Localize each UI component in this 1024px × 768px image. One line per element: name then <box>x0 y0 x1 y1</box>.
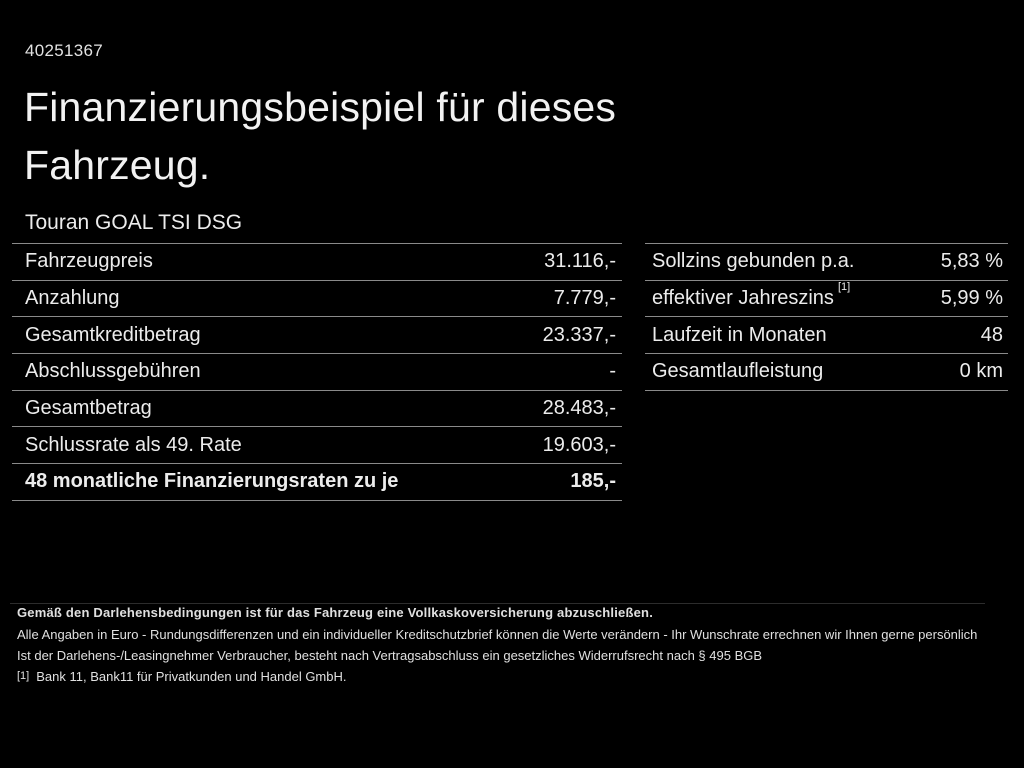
financing-table-left: Fahrzeugpreis 31.116,- Anzahlung 7.779,-… <box>12 243 622 501</box>
row-label: Gesamtkreditbetrag <box>25 323 201 346</box>
footnote-marker: [1] <box>17 670 30 682</box>
footer-disclaimer-euro: Alle Angaben in Euro - Rundungsdifferenz… <box>17 627 978 642</box>
row-value: 7.779,- <box>553 287 616 310</box>
row-label: 48 monatliche Finanzierungsraten zu je <box>25 470 399 493</box>
vehicle-model: Touran GOAL TSI DSG <box>25 211 243 234</box>
footnote-text: Bank 11, Bank11 für Privatkunden und Han… <box>36 669 347 684</box>
table-row-sollzins: Sollzins gebunden p.a. 5,83 % <box>645 243 1008 280</box>
page-title-line2: Fahrzeug. <box>24 142 211 188</box>
table-row-laufzeit: Laufzeit in Monaten 48 <box>645 316 1008 353</box>
row-label: Gesamtbetrag <box>25 397 152 420</box>
row-value: 185,- <box>570 470 616 493</box>
table-row-effektiver-jahreszins: effektiver Jahreszins [1] 5,99 % <box>645 279 1008 317</box>
page-title: Finanzierungsbeispiel für dieses Fahrzeu… <box>24 78 616 194</box>
row-label: Fahrzeugpreis <box>25 250 153 273</box>
footer-divider <box>10 603 985 604</box>
footnote-reference: [1] <box>837 281 851 294</box>
table-row-anzahlung: Anzahlung 7.779,- <box>12 279 622 317</box>
table-row-gesamtbetrag: Gesamtbetrag 28.483,- <box>12 389 622 427</box>
row-label: effektiver Jahreszins [1] <box>652 281 851 310</box>
row-label: Laufzeit in Monaten <box>652 323 827 346</box>
row-value: 0 km <box>959 360 1003 383</box>
financing-table-right: Sollzins gebunden p.a. 5,83 % effektiver… <box>645 243 1008 391</box>
row-value: 28.483,- <box>542 397 616 420</box>
row-value: 19.603,- <box>542 433 616 456</box>
row-label: Sollzins gebunden p.a. <box>652 250 855 273</box>
table-row-gesamtlaufleistung: Gesamtlaufleistung 0 km <box>645 353 1008 390</box>
row-label: Anzahlung <box>25 287 120 310</box>
row-label: Schlussrate als 49. Rate <box>25 433 242 456</box>
vehicle-id: 40251367 <box>25 41 104 60</box>
row-value: 5,99 % <box>940 287 1003 310</box>
row-label: Abschlussgebühren <box>25 360 201 383</box>
row-value: 23.337,- <box>542 323 616 346</box>
row-value: 48 <box>980 323 1003 346</box>
footer-insurance-notice: Gemäß den Darlehensbedingungen ist für d… <box>17 605 654 620</box>
table-row-abschlussgebuehren: Abschlussgebühren - <box>12 353 622 390</box>
table-row-monatsraten: 48 monatliche Finanzierungsraten zu je 1… <box>12 463 622 500</box>
table-row-fahrzeugpreis: Fahrzeugpreis 31.116,- <box>12 243 622 280</box>
row-value: 5,83 % <box>940 250 1003 273</box>
footer-footnote: [1] Bank 11, Bank11 für Privatkunden und … <box>17 669 347 684</box>
footer-disclaimer-widerruf: Ist der Darlehens-/Leasingnehmer Verbrau… <box>17 648 763 663</box>
table-row-gesamtkreditbetrag: Gesamtkreditbetrag 23.337,- <box>12 316 622 353</box>
row-value: 31.116,- <box>544 250 616 273</box>
table-row-schlussrate: Schlussrate als 49. Rate 19.603,- <box>12 426 622 463</box>
page-title-line1: Finanzierungsbeispiel für dieses <box>24 84 617 130</box>
row-value: - <box>609 360 616 383</box>
row-label: Gesamtlaufleistung <box>652 360 824 383</box>
